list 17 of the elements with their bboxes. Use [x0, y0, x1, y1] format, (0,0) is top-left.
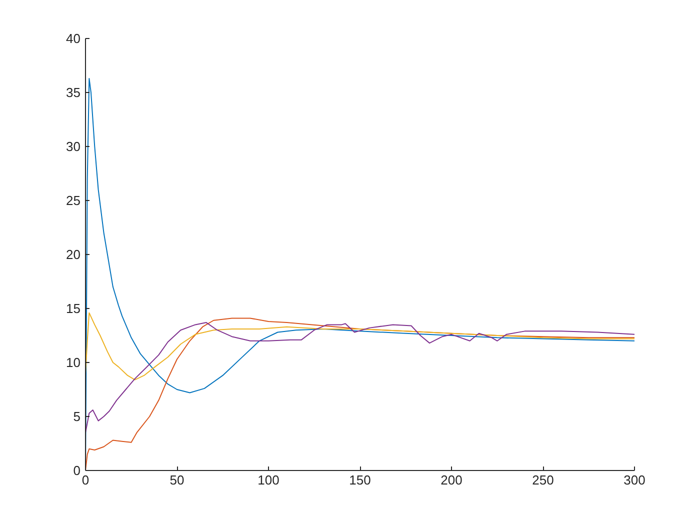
y-tick-label: 35 [66, 85, 81, 100]
y-tick-label: 30 [66, 139, 81, 154]
x-tick-label: 250 [532, 472, 554, 488]
y-tick-label: 40 [66, 31, 81, 46]
y-tick-label: 5 [73, 409, 81, 424]
y-tick-label: 15 [66, 301, 81, 316]
y-tick-label: 25 [66, 193, 81, 208]
x-tick-label: 100 [258, 472, 280, 488]
y-tick-label: 20 [66, 247, 81, 262]
x-tick-label: 50 [170, 472, 184, 488]
y-tick-label: 10 [66, 355, 81, 370]
line-series [86, 322, 634, 434]
x-tick-label: 150 [349, 472, 371, 488]
x-tick-label: 300 [624, 472, 646, 488]
y-tick-label: 0 [73, 463, 81, 478]
x-tick-label: 200 [440, 472, 462, 488]
line-series [86, 312, 634, 380]
